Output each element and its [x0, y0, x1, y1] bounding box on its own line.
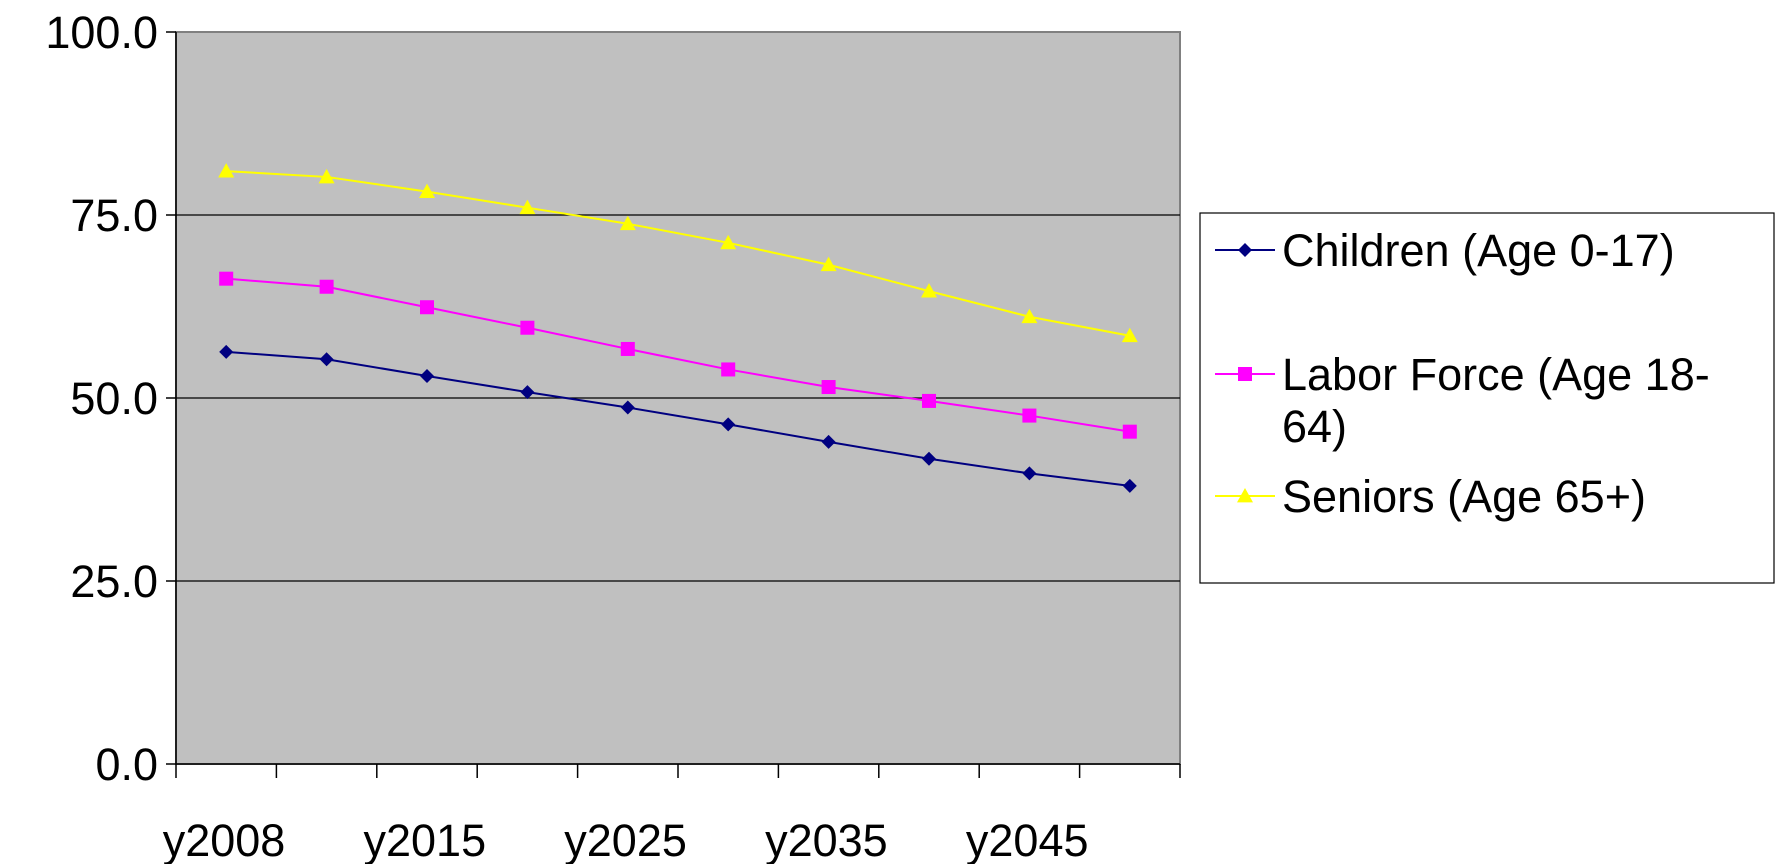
- x-tick-label: y2035: [765, 815, 888, 864]
- legend-label: Seniors (Age 65+): [1282, 471, 1646, 522]
- data-point: [520, 320, 535, 335]
- series-line: [226, 170, 1130, 337]
- data-point: [820, 256, 837, 272]
- data-point: [620, 341, 635, 356]
- x-axis-ticks: y2008 y2015 y2025 y2035 y2045: [163, 764, 1181, 864]
- series: [219, 344, 1137, 493]
- data-point: [1122, 478, 1137, 493]
- data-point: [420, 369, 434, 384]
- legend-label: Labor Force (Age 18-64): [1282, 349, 1710, 452]
- legend-item: Children (Age 0-17): [1215, 225, 1675, 276]
- data-point: [721, 362, 736, 377]
- data-point: [619, 215, 636, 231]
- data-point: [1237, 488, 1253, 503]
- x-tick-label: y2015: [363, 815, 486, 864]
- legend-item: Seniors (Age 65+): [1215, 471, 1646, 522]
- data-point: [720, 234, 737, 250]
- legend-label-line: 64): [1282, 401, 1347, 452]
- data-point: [318, 168, 335, 184]
- data-point: [1238, 367, 1252, 381]
- legend-label-line: Children (Age 0-17): [1282, 225, 1675, 276]
- legend-item: Labor Force (Age 18-64): [1215, 349, 1710, 452]
- data-point: [419, 183, 435, 198]
- data-point: [519, 199, 536, 215]
- data-point: [922, 393, 936, 408]
- data-point: [1121, 327, 1138, 343]
- data-point: [620, 400, 635, 415]
- series-layer: [218, 163, 1138, 493]
- data-point: [319, 352, 334, 367]
- data-point: [218, 163, 235, 178]
- data-point: [821, 380, 836, 395]
- x-tick-label: y2025: [564, 815, 687, 864]
- data-point: [921, 283, 937, 298]
- y-tick-label: 25.0: [70, 556, 158, 607]
- legend: Children (Age 0-17) Labor Force (Age 18-6…: [1199, 212, 1775, 584]
- y-tick-label: 75.0: [70, 190, 158, 241]
- data-point: [219, 271, 234, 286]
- data-point: [1022, 408, 1037, 423]
- data-point: [219, 344, 234, 359]
- data-point: [420, 300, 434, 315]
- data-point: [1238, 243, 1252, 257]
- data-point: [721, 417, 736, 432]
- series-line: [226, 350, 1130, 487]
- y-tick-label: 100.0: [45, 7, 158, 58]
- series: [218, 163, 1138, 343]
- data-point: [821, 434, 836, 449]
- data-point: [1021, 308, 1038, 324]
- x-tick-label: y2008: [163, 815, 286, 864]
- y-tick-label: 50.0: [70, 373, 158, 424]
- data-point: [520, 385, 535, 400]
- y-axis-ticks: 0.0 25.0 50.0 75.0 100.0: [45, 7, 176, 790]
- x-tick-label: y2045: [966, 815, 1089, 864]
- data-point: [922, 451, 936, 466]
- data-point: [319, 279, 334, 294]
- legend-label: Children (Age 0-17): [1282, 225, 1675, 276]
- legend-label-line: Labor Force (Age 18-: [1282, 349, 1710, 400]
- legend-box: [1199, 212, 1775, 584]
- series: [219, 271, 1137, 439]
- data-point: [1022, 466, 1037, 481]
- series-line: [226, 277, 1130, 433]
- data-point: [1122, 424, 1137, 439]
- legend-label-line: Seniors (Age 65+): [1282, 471, 1646, 522]
- y-tick-label: 0.0: [95, 739, 158, 790]
- gridlines: [176, 214, 1180, 582]
